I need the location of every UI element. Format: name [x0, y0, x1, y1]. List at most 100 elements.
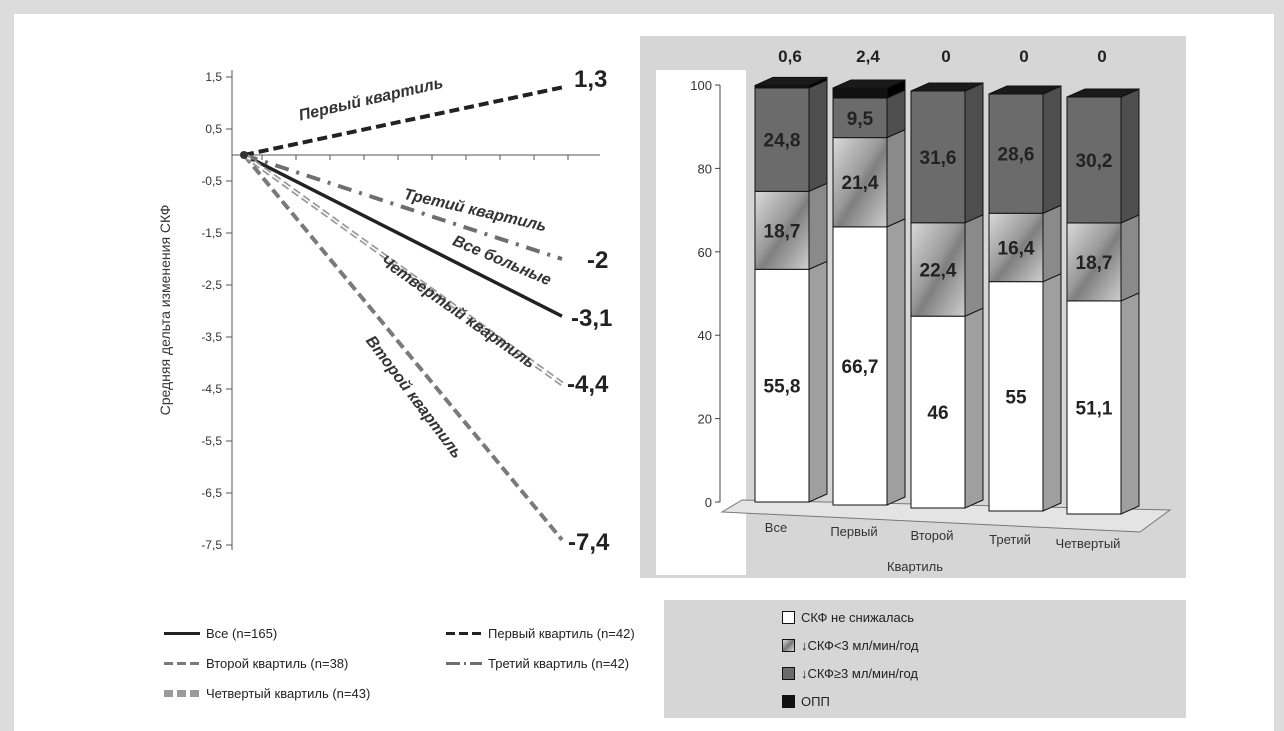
- bar-segment-side: [964, 82, 984, 224]
- legend-label: ↓СКФ≥3 мл/мин/год: [801, 666, 918, 681]
- legend-label: СКФ не снижалась: [801, 610, 914, 625]
- bar-y-tick-label: 100: [690, 78, 712, 93]
- bar-segment-side: [964, 214, 984, 317]
- bar-value-label: 66,7: [842, 357, 879, 378]
- legend-label: Третий квартиль (n=42): [488, 656, 630, 671]
- bar-x-axis-label: Квартиль: [887, 559, 943, 574]
- frame-top: [0, 0, 1284, 14]
- bar-value-label: 55,8: [764, 377, 801, 398]
- bar-segment: [988, 93, 1044, 214]
- legend-swatch-dash: [446, 632, 482, 635]
- bar-value-label: 28,6: [998, 145, 1035, 166]
- legend-label: Первый квартиль (n=42): [488, 626, 635, 641]
- bar-y-tick-label: 20: [698, 412, 712, 427]
- y-tick-label: -4,5: [201, 382, 222, 396]
- bar-segment-side: [1120, 292, 1140, 515]
- bar-top-value-label: 2,4: [856, 47, 880, 66]
- legend-label: ОПП: [801, 694, 830, 709]
- bar-legend-background: [664, 600, 1186, 718]
- bar-segment: [1066, 300, 1122, 515]
- series-name-label: Второй квартиль: [362, 333, 465, 462]
- line-legend-item: Четвертый квартиль (n=43): [164, 686, 370, 701]
- bar-segment-side: [886, 218, 906, 506]
- series-name-label: Третий квартиль: [402, 186, 548, 235]
- bar-value-label: 22,4: [920, 260, 957, 281]
- line-legend-item: Третий квартиль (n=42): [446, 656, 629, 671]
- legend-label: ↓СКФ<3 мл/мин/год: [801, 638, 919, 653]
- bar-segment: [832, 226, 888, 506]
- frame-right: [1274, 0, 1284, 731]
- bar-y-tick-label: 0: [705, 495, 712, 510]
- bar-top-value-label: 0: [1097, 47, 1106, 66]
- legend-swatch-white: [782, 611, 795, 624]
- bar-y-tick-label: 40: [698, 328, 712, 343]
- bar-legend-item: ОПП: [782, 694, 830, 709]
- y-tick-label: -1,5: [201, 226, 222, 240]
- bar-top-face: [988, 85, 1062, 95]
- y-tick-label: 0,5: [205, 122, 222, 136]
- legend-swatch-double: [164, 690, 200, 697]
- bar-value-label: 16,4: [998, 238, 1035, 259]
- series-line-q3: [243, 153, 563, 261]
- bar-segment-side: [808, 260, 828, 503]
- bar-segment: [832, 97, 888, 139]
- bar-segment-side: [808, 182, 828, 271]
- legend-swatch-black: [782, 695, 795, 708]
- bar-segment: [1066, 96, 1122, 224]
- line-legend-item: Все (n=165): [164, 626, 277, 641]
- bar-category-label: Третий: [989, 532, 1031, 547]
- bar-segment-side: [1042, 85, 1062, 215]
- legend-swatch-darkgray: [782, 667, 795, 680]
- line-legend-item: Первый квартиль (n=42): [446, 626, 635, 641]
- y-tick-label: -3,5: [201, 330, 222, 344]
- legend-swatch-solid: [164, 632, 200, 635]
- y-axis-label: Средняя дельта изменения СКФ: [157, 205, 173, 416]
- legend-label: Четвертый квартиль (n=43): [206, 686, 371, 701]
- bar-legend-item: ↓СКФ<3 мл/мин/год: [782, 638, 918, 653]
- bar-legend-item: СКФ не снижалась: [782, 610, 914, 625]
- bar-value-label: 18,7: [1076, 253, 1113, 274]
- series-end-value: -2: [587, 247, 608, 274]
- origin-point: [240, 151, 248, 159]
- line-legend-item: Второй квартиль (n=38): [164, 656, 348, 671]
- bar-segment-side: [808, 79, 828, 193]
- series-line-q2: [242, 153, 564, 542]
- series-end-value: -4,4: [567, 371, 609, 398]
- bar-value-label: 55: [1005, 387, 1027, 408]
- bar-segment-side: [1120, 214, 1140, 302]
- y-tick-label: -2,5: [201, 278, 222, 292]
- legend-swatch-dash: [164, 662, 200, 665]
- bar-segment: [832, 87, 888, 99]
- bar-segment: [910, 90, 966, 224]
- bar-value-label: 51,1: [1076, 398, 1113, 419]
- legend-swatch-gradient: [782, 639, 795, 652]
- series-line-inner-q4: [243, 154, 563, 385]
- bar-segment-side: [1042, 272, 1062, 512]
- legend-label: Все (n=165): [206, 626, 278, 641]
- bar-value-label: 24,8: [764, 131, 801, 152]
- bar-value-label: 21,4: [842, 173, 879, 194]
- bar-segment-side: [964, 307, 984, 509]
- y-tick-label: -5,5: [201, 434, 222, 448]
- y-tick-label: -0,5: [201, 174, 222, 188]
- legend-label: Второй квартиль (n=38): [206, 656, 349, 671]
- bar-segment-side: [1120, 88, 1140, 224]
- bar-top-face: [1066, 88, 1140, 98]
- stacked-bar-chart: 0 20 40 60 80 100 55,8 18,7 24,8 0,6 Все 66,7 21,4 9,…: [690, 47, 1172, 574]
- bar-value-label: 31,6: [920, 148, 957, 169]
- bar-value-label: 9,5: [847, 109, 874, 130]
- bar-y-tick-label: 60: [698, 245, 712, 260]
- bar-value-label: 18,7: [764, 221, 801, 242]
- bar-legend-item: ↓СКФ≥3 мл/мин/год: [782, 666, 918, 681]
- bar-top-value-label: 0: [941, 47, 950, 66]
- bar-value-label: 46: [927, 403, 948, 424]
- bar-segment: [754, 87, 810, 192]
- series-end-value: 1,3: [574, 66, 607, 93]
- bar-axis-background: [656, 70, 746, 575]
- bar-value-label: 30,2: [1076, 151, 1113, 172]
- bar-top-face: [754, 76, 828, 86]
- frame-left: [0, 0, 14, 731]
- y-tick-label: 1,5: [205, 70, 222, 84]
- y-tick-label: -6,5: [201, 486, 222, 500]
